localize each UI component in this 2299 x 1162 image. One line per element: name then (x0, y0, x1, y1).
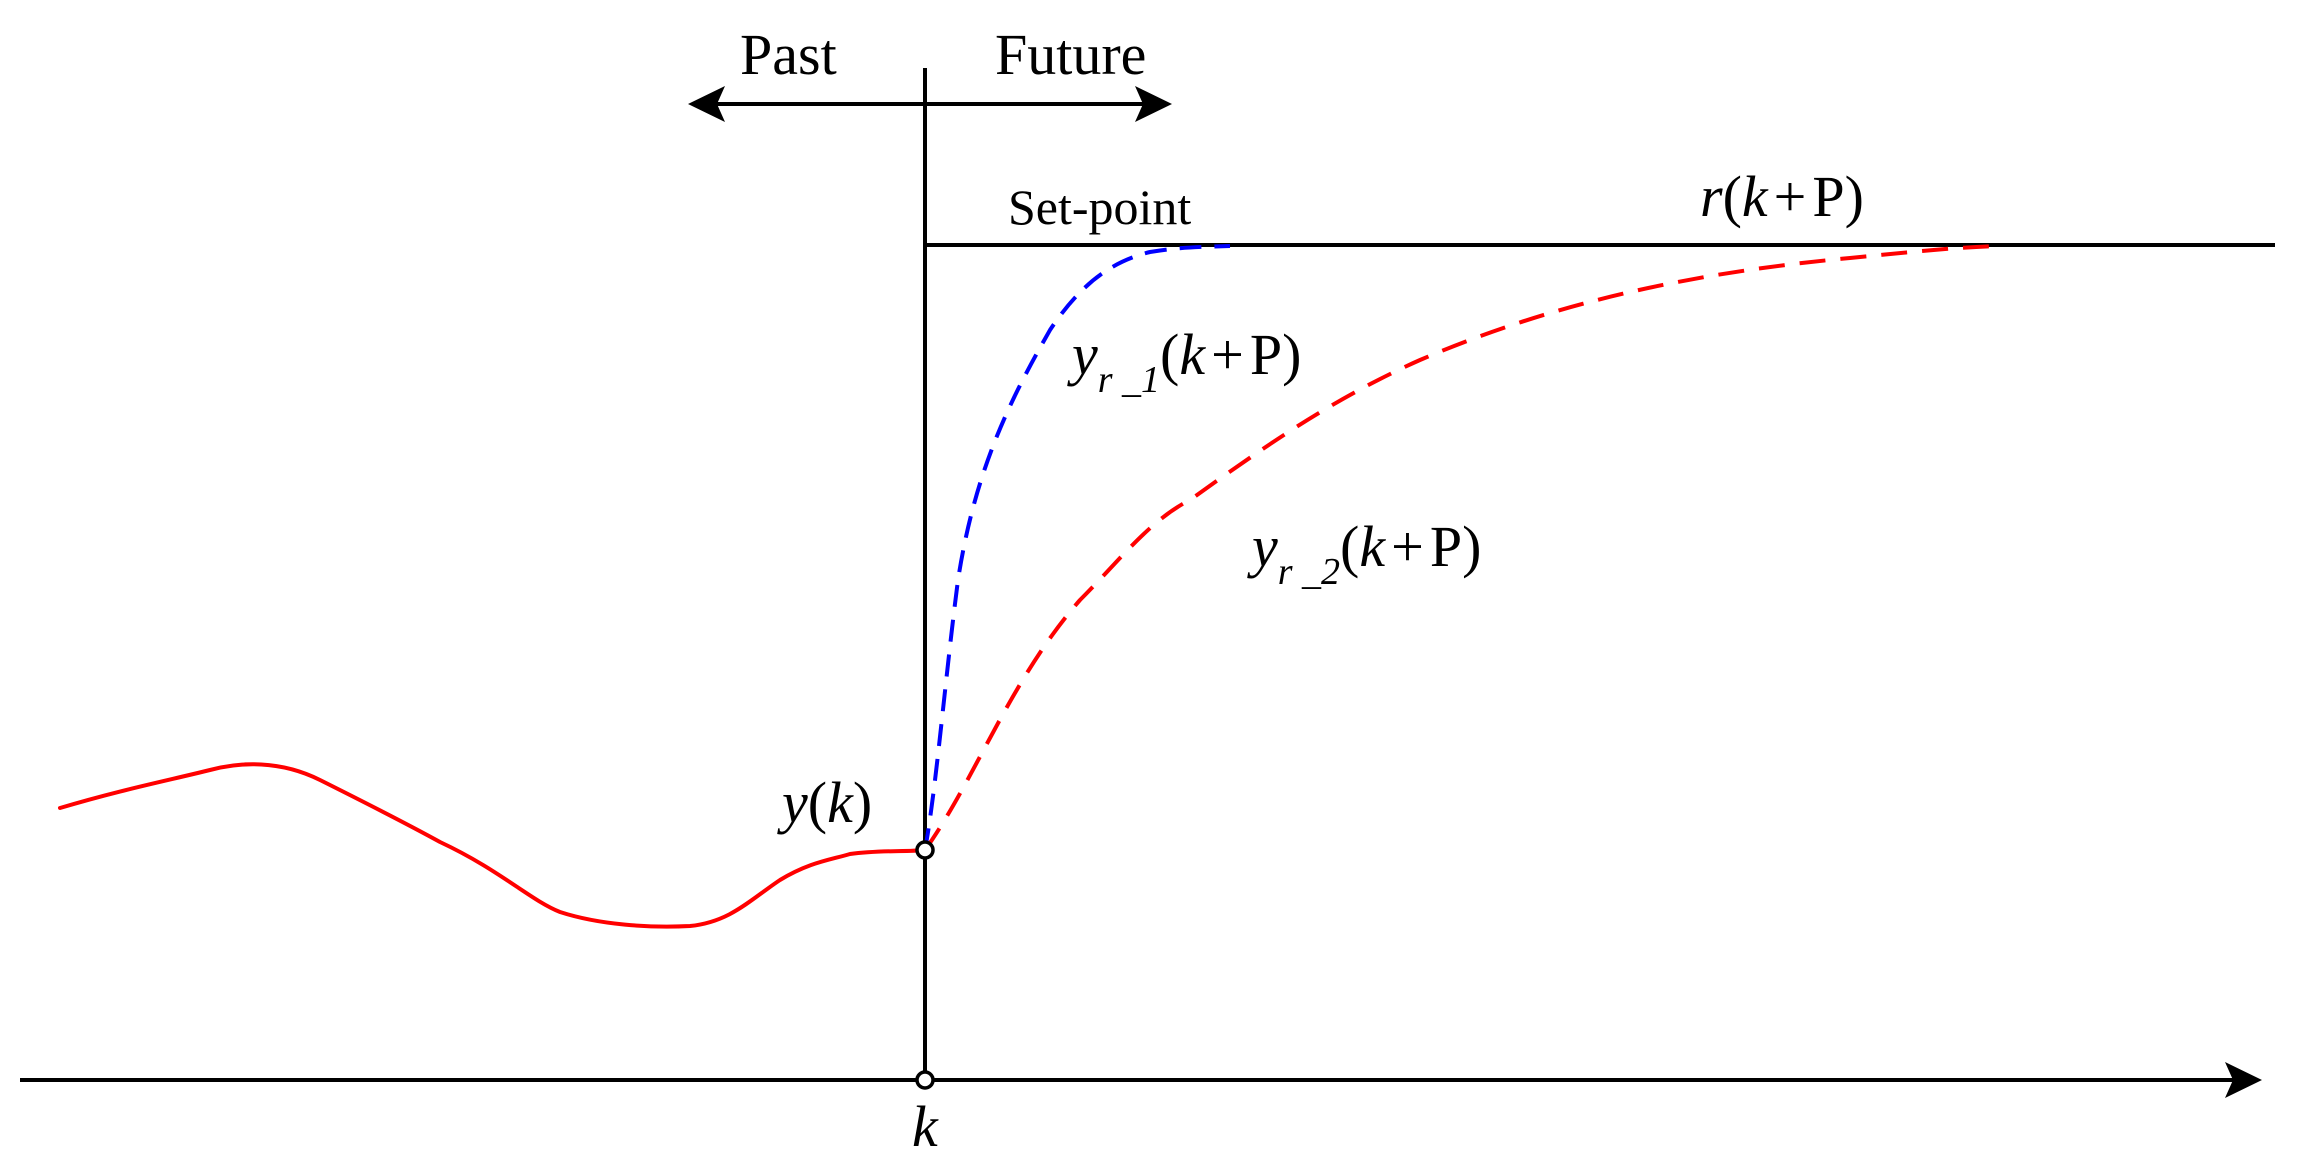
current-time-label: k (912, 1094, 938, 1159)
reference-1-expression: yr _1(k + P) (1072, 326, 1301, 400)
open-paren: ( (1160, 322, 1180, 387)
subscript: r _1 (1097, 359, 1161, 401)
current-output-marker (915, 840, 935, 860)
k-symbol: k (1741, 164, 1768, 229)
future-label: Future (995, 22, 1147, 87)
plus-sign: + (1391, 514, 1424, 579)
current-output-expression: y(k) (782, 774, 872, 832)
p-symbol: P (1249, 322, 1283, 387)
close-paren: ) (1282, 322, 1302, 387)
current-time-marker (915, 1070, 935, 1090)
past-output-curve (58, 762, 927, 929)
close-paren: ) (852, 770, 873, 835)
k-symbol: k (1359, 514, 1386, 579)
y-symbol: y (1252, 514, 1278, 579)
open-paren: ( (1722, 164, 1742, 229)
reference-trajectory-1 (923, 244, 1231, 851)
k-symbol: k (1179, 322, 1206, 387)
future-arrowhead (1135, 86, 1172, 122)
open-paren: ( (807, 770, 828, 835)
past-label: Past (740, 22, 837, 87)
plus-sign: + (1773, 164, 1807, 229)
k-symbol: k (827, 770, 853, 835)
close-paren: ) (1844, 164, 1864, 229)
reference-2-expression: yr _2(k + P) (1252, 518, 1481, 592)
open-paren: ( (1340, 514, 1360, 579)
y-symbol: y (782, 770, 808, 835)
time-axis-arrowhead (2225, 1062, 2262, 1098)
subscript: r _2 (1277, 551, 1341, 593)
close-paren: ) (1462, 514, 1482, 579)
p-symbol: P (1429, 514, 1463, 579)
r-symbol: r (1700, 164, 1723, 229)
plus-sign: + (1211, 322, 1244, 387)
y-symbol: y (1072, 322, 1098, 387)
set-point-label: Set-point (1008, 179, 1192, 235)
reference-trajectory-2 (923, 244, 2001, 852)
set-point-expression: r(k + P) (1700, 168, 1864, 226)
past-arrowhead (688, 86, 725, 122)
p-symbol: P (1812, 164, 1845, 229)
